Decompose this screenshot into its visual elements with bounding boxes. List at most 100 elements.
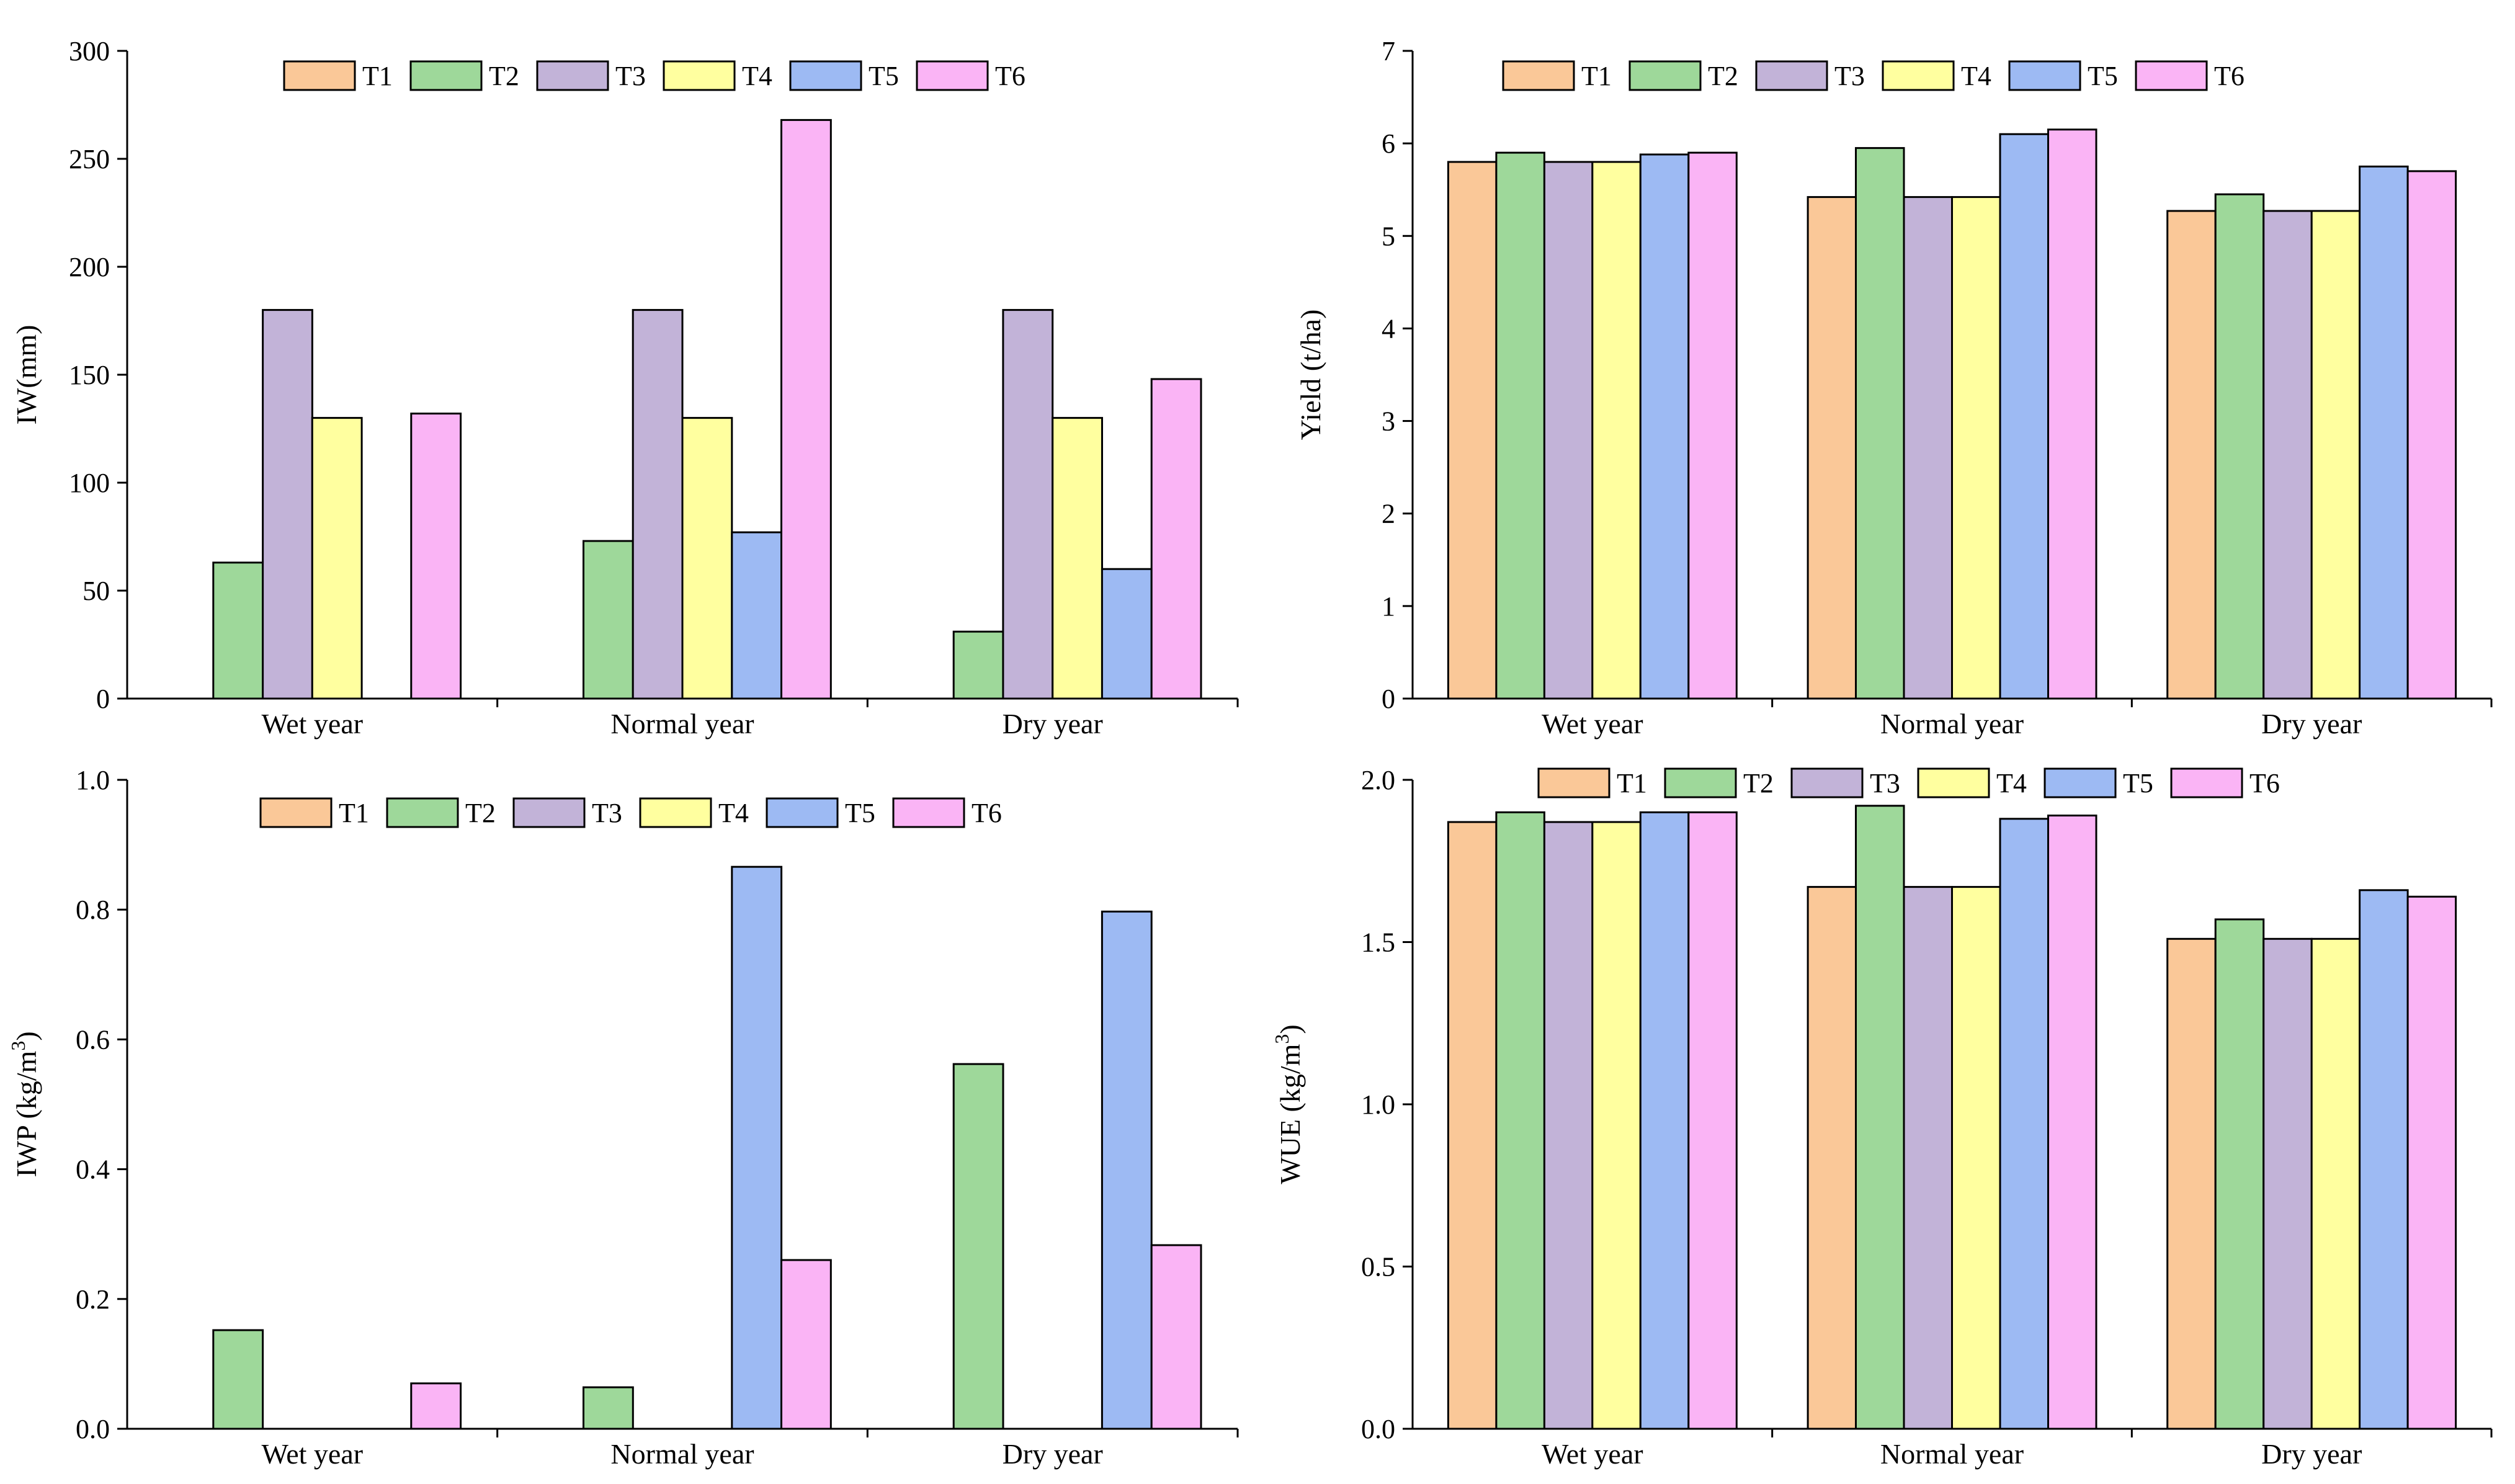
legend-label-T1: T1 bbox=[339, 798, 369, 828]
category-label-yield: Dry year bbox=[2261, 708, 2362, 740]
bar-wue-T4-1 bbox=[1951, 886, 2001, 1430]
bar-iwp-T6-1 bbox=[780, 1259, 832, 1430]
y-tick-label-iwp: 0.0 bbox=[76, 1414, 110, 1444]
y-tick-label-yield: 0 bbox=[1382, 684, 1395, 714]
bar-yield-T6-2 bbox=[2406, 170, 2457, 700]
y-tick-label-iwp: 1.0 bbox=[76, 765, 110, 795]
legend-swatch-T3 bbox=[1790, 767, 1864, 798]
y-tick-label-yield: 1 bbox=[1382, 591, 1395, 622]
bar-wue-T6-2 bbox=[2406, 895, 2457, 1430]
legend-swatch-T2 bbox=[1664, 767, 1737, 798]
bar-wue-T4-0 bbox=[1591, 821, 1642, 1430]
bar-yield-T2-2 bbox=[2214, 193, 2265, 700]
y-tick-label-yield: 5 bbox=[1382, 221, 1395, 251]
bar-iw-T4-2 bbox=[1052, 417, 1103, 700]
legend-swatch-T4 bbox=[1917, 767, 1990, 798]
bar-wue-T3-1 bbox=[1903, 886, 1953, 1430]
legend-label-T3: T3 bbox=[615, 61, 646, 91]
legend-swatch-T3 bbox=[536, 60, 609, 91]
bar-wue-T2-2 bbox=[2214, 918, 2265, 1430]
bar-wue-T1-0 bbox=[1447, 821, 1498, 1430]
bar-wue-T1-2 bbox=[2166, 937, 2217, 1430]
legend-label-T4: T4 bbox=[1996, 768, 2027, 798]
legend-swatch-T1 bbox=[1502, 60, 1575, 91]
legend-swatch-T1 bbox=[283, 60, 356, 91]
y-axis-title-yield: Yield (t/ha) bbox=[1295, 310, 1326, 440]
legend-label-T6: T6 bbox=[2249, 768, 2280, 798]
bar-iw-T2-0 bbox=[212, 561, 264, 700]
y-tick-label-iw: 200 bbox=[69, 252, 110, 282]
bar-yield-T2-1 bbox=[1855, 147, 1905, 700]
legend-swatch-T3 bbox=[1755, 60, 1828, 91]
legend-wue: T1 T2 T3 T4 T5 T6 bbox=[1537, 767, 2280, 798]
y-tick-label-iw: 50 bbox=[83, 576, 110, 606]
legend-swatch-T5 bbox=[2008, 60, 2081, 91]
legend-swatch-T5 bbox=[789, 60, 862, 91]
legend-label-T2: T2 bbox=[1743, 768, 1774, 798]
category-label-iw: Wet year bbox=[262, 708, 364, 740]
bar-yield-T3-0 bbox=[1543, 161, 1594, 700]
y-axis-title-iw: IW(mm) bbox=[11, 325, 42, 425]
legend-label-T1: T1 bbox=[1617, 768, 1647, 798]
bar-yield-T4-2 bbox=[2310, 210, 2361, 700]
bar-wue-T6-1 bbox=[2047, 815, 2097, 1430]
bar-yield-T1-1 bbox=[1807, 196, 1857, 700]
bar-iwp-T2-0 bbox=[212, 1329, 264, 1430]
y-tick-label-iw: 150 bbox=[69, 360, 110, 390]
category-label-wue: Dry year bbox=[2261, 1438, 2362, 1470]
bar-wue-T5-2 bbox=[2359, 889, 2409, 1430]
chart-yield: 0 1 2 3 4 5 6 7 Wet year Normal year Dry year Yield… bbox=[1295, 36, 2493, 740]
y-tick-label-wue: 1.5 bbox=[1361, 928, 1395, 958]
legend-iwp: T1 T2 T3 T4 T5 T6 bbox=[259, 797, 1002, 828]
category-label-iw: Normal year bbox=[610, 708, 754, 740]
legend-label-T1: T1 bbox=[362, 61, 393, 91]
legend-label-T2: T2 bbox=[489, 61, 519, 91]
bar-wue-T5-1 bbox=[1999, 818, 2049, 1430]
bar-yield-T6-0 bbox=[1687, 151, 1738, 700]
bar-wue-T3-0 bbox=[1543, 821, 1594, 1430]
bar-yield-T4-0 bbox=[1591, 161, 1642, 700]
bar-iwp-T5-2 bbox=[1101, 910, 1153, 1430]
bar-iw-T4-1 bbox=[681, 417, 733, 700]
legend-label-T4: T4 bbox=[1961, 61, 1991, 91]
legend-swatch-T1 bbox=[259, 797, 333, 828]
legend-swatch-T6 bbox=[892, 797, 965, 828]
category-label-yield: Normal year bbox=[1880, 708, 2024, 740]
legend-swatch-T3 bbox=[512, 797, 586, 828]
legend-label-T2: T2 bbox=[1708, 61, 1738, 91]
bar-wue-T6-0 bbox=[1687, 811, 1738, 1430]
legend-label-T4: T4 bbox=[718, 798, 749, 828]
y-tick-label-iwp: 0.4 bbox=[76, 1155, 110, 1185]
category-label-wue: Wet year bbox=[1542, 1438, 1643, 1470]
legend-label-T2: T2 bbox=[465, 798, 496, 828]
y-tick-label-iw: 100 bbox=[69, 468, 110, 498]
y-tick-label-iw: 0 bbox=[96, 684, 110, 714]
legend-label-T5: T5 bbox=[2123, 768, 2153, 798]
legend-label-T6: T6 bbox=[995, 61, 1025, 91]
bar-iwp-T2-1 bbox=[583, 1386, 634, 1430]
bar-iw-T3-2 bbox=[1002, 309, 1054, 700]
bar-iw-T3-1 bbox=[632, 309, 684, 700]
y-tick-label-iw: 300 bbox=[69, 36, 110, 66]
legend-label-T6: T6 bbox=[2214, 61, 2245, 91]
bar-iw-T2-1 bbox=[583, 540, 634, 700]
legend-yield: T1 T2 T3 T4 T5 T6 bbox=[1502, 60, 2245, 91]
bar-wue-T4-2 bbox=[2310, 937, 2361, 1430]
y-tick-label-iw: 250 bbox=[69, 144, 110, 174]
legend-swatch-T2 bbox=[409, 60, 483, 91]
legend-swatch-T4 bbox=[639, 797, 712, 828]
bar-wue-T2-0 bbox=[1495, 811, 1545, 1430]
category-label-iw: Dry year bbox=[1003, 708, 1103, 740]
bar-iwp-T6-2 bbox=[1150, 1244, 1202, 1430]
bar-iwp-T6-0 bbox=[410, 1382, 462, 1430]
y-tick-label-yield: 3 bbox=[1382, 406, 1395, 437]
bar-iw-T6-2 bbox=[1150, 378, 1202, 700]
legend-label-T5: T5 bbox=[845, 798, 875, 828]
bar-yield-T3-2 bbox=[2263, 210, 2313, 700]
bar-yield-T3-1 bbox=[1903, 196, 1953, 700]
y-tick-label-yield: 4 bbox=[1382, 313, 1395, 344]
legend-label-T4: T4 bbox=[742, 61, 772, 91]
y-tick-label-wue: 0.5 bbox=[1361, 1252, 1395, 1282]
chart-iw: 0 50 100 150 200 250 300 Wet year Normal year Dry… bbox=[11, 36, 1239, 740]
bar-yield-T6-1 bbox=[2047, 128, 2097, 700]
